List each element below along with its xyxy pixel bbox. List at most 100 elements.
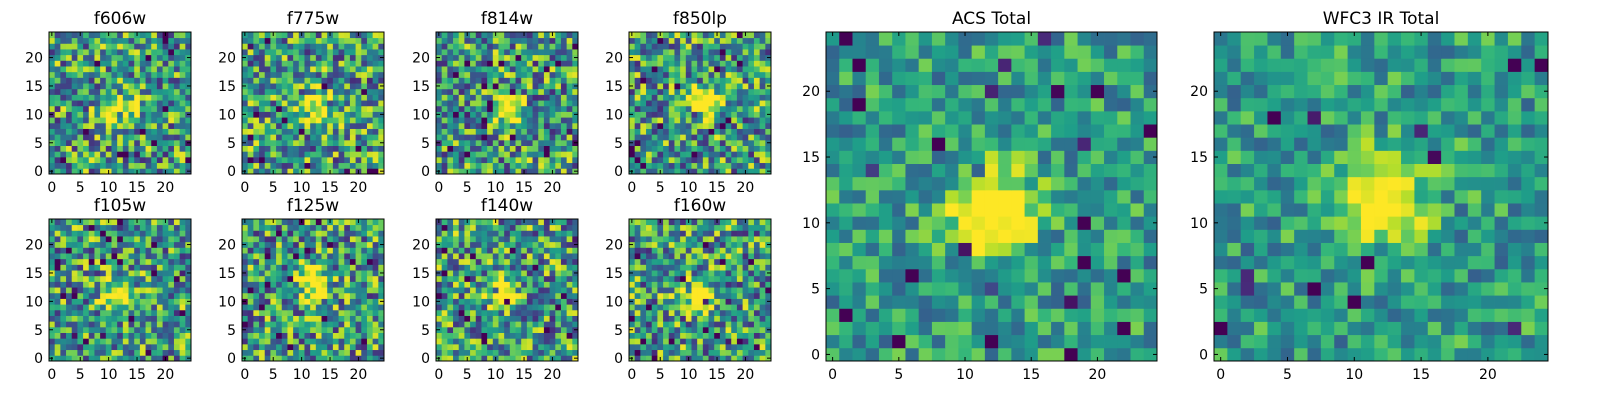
heatmap-cell: [247, 111, 254, 118]
heatmap-cell: [668, 122, 675, 129]
heatmap-cell: [549, 326, 556, 333]
heatmap-cell: [71, 111, 78, 118]
heatmap-cell: [111, 134, 118, 141]
heatmap-cell: [674, 355, 681, 362]
heatmap-cell: [151, 100, 158, 107]
heatmap-cell: [742, 128, 749, 135]
heatmap-cell: [162, 60, 169, 67]
heatmap-cell: [105, 83, 112, 90]
heatmap-cell: [338, 338, 345, 345]
heatmap-cell: [378, 230, 385, 237]
heatmap-cell: [759, 156, 766, 164]
heatmap-cells: [629, 32, 772, 175]
heatmap-cell: [139, 151, 146, 158]
heatmap-cell: [702, 111, 709, 118]
heatmap-cell: [77, 298, 84, 305]
heatmap-cell: [378, 77, 385, 84]
heatmap-cell: [151, 105, 158, 112]
heatmap-cell: [122, 54, 129, 61]
heatmap-cell: [49, 275, 56, 282]
heatmap-cell: [145, 298, 152, 305]
heatmap-cell: [151, 94, 158, 101]
heatmap-cell: [349, 309, 356, 316]
heatmap-cell: [492, 145, 499, 152]
y-tick-label: 15: [25, 79, 43, 95]
heatmap-cell: [708, 343, 715, 351]
heatmap-cell: [247, 83, 254, 90]
heatmap-cell: [475, 292, 482, 299]
heatmap-cell: [464, 128, 471, 135]
heatmap-cell: [355, 77, 362, 84]
heatmap-cell: [105, 338, 112, 345]
heatmap-cell: [344, 264, 351, 271]
heatmap-cell: [173, 168, 181, 175]
heatmap-cell: [270, 122, 277, 129]
x-tick-label: 10: [293, 180, 311, 196]
heatmap-cell: [509, 162, 516, 169]
heatmap-cell: [134, 83, 141, 90]
heatmap-cell: [185, 287, 192, 294]
heatmap-cell: [88, 236, 95, 243]
heatmap-cell: [719, 275, 726, 282]
heatmap-cell: [492, 304, 499, 311]
heatmap-cell: [453, 236, 460, 243]
heatmap-cell: [151, 264, 158, 271]
heatmap-cell: [304, 162, 311, 169]
heatmap-cell: [71, 321, 78, 328]
heatmap-cell: [253, 122, 260, 129]
heatmap-cell: [447, 338, 454, 345]
heatmap-cell: [338, 105, 345, 112]
heatmap-cell: [759, 145, 766, 152]
heatmap-cell: [276, 37, 283, 44]
heatmap-cell: [697, 326, 704, 333]
heatmap-cell: [247, 258, 254, 265]
heatmap-cell: [572, 343, 579, 351]
heatmap-cell: [310, 332, 317, 339]
heatmap-cell: [344, 128, 351, 135]
heatmap-cell: [759, 117, 766, 124]
heatmap-cell: [264, 88, 271, 95]
heatmap-cell: [759, 54, 766, 61]
heatmap-cell: [247, 100, 254, 107]
heatmap-cell: [436, 253, 443, 260]
heatmap-cell: [453, 219, 460, 226]
heatmap-cell: [54, 162, 61, 169]
heatmap-cell: [49, 60, 56, 67]
heatmap-cell: [629, 281, 636, 288]
heatmap-cell: [100, 94, 107, 101]
heatmap-cell: [276, 71, 283, 78]
heatmap-cell: [111, 247, 118, 254]
heatmap-cell: [49, 151, 56, 158]
heatmap-cell: [560, 43, 568, 50]
heatmap-cell: [521, 128, 528, 135]
heatmap-cell: [651, 168, 658, 175]
heatmap-cell: [566, 304, 573, 311]
heatmap-cell: [470, 338, 477, 345]
heatmap-cell: [719, 77, 726, 84]
heatmap-cell: [538, 66, 545, 73]
heatmap-cell: [304, 309, 311, 316]
heatmap-cell: [646, 321, 653, 328]
heatmap-cell: [173, 32, 181, 39]
heatmap-cell: [560, 71, 568, 78]
heatmap-cell: [640, 321, 647, 328]
heatmap-cell: [100, 145, 107, 152]
heatmap-cell: [293, 168, 300, 175]
heatmap-cell: [464, 315, 471, 322]
heatmap-cell: [134, 71, 141, 78]
heatmap-cell: [691, 304, 698, 311]
heatmap-cell: [332, 304, 339, 311]
heatmap-cell: [270, 264, 277, 271]
heatmap-cell: [338, 122, 345, 129]
heatmap-cell: [355, 111, 362, 118]
heatmap-cell: [134, 60, 141, 67]
x-tick-label: 20: [544, 180, 562, 196]
heatmap-cell: [629, 122, 636, 129]
panel-title: f775w: [287, 9, 339, 29]
heatmap-cell: [242, 117, 249, 124]
heatmap-cell: [691, 355, 698, 362]
heatmap-cell: [276, 139, 283, 146]
heatmap-cell: [134, 275, 141, 282]
heatmap-cell: [366, 49, 374, 56]
heatmap-cell: [509, 309, 516, 316]
